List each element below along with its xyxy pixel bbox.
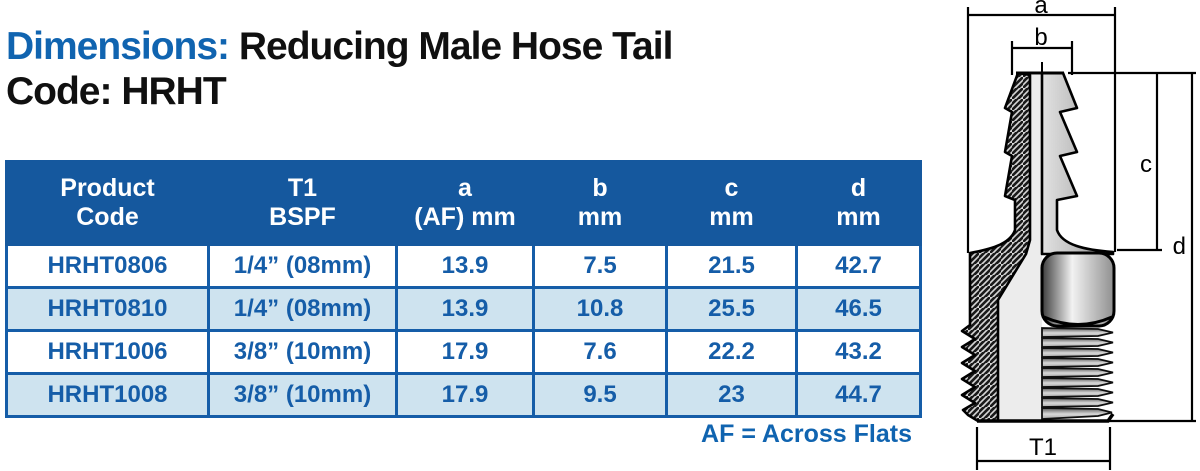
cell-d: 43.2 [795,329,922,375]
cell-product-code: HRHT0806 [5,243,210,289]
col-header-d-mm: d mm [795,160,922,246]
title-product-name: Reducing Male Hose Tail [229,25,674,68]
barbed-tail-external [1040,71,1115,256]
page-title: Dimensions: Reducing Male Hose Tail Code… [6,24,674,114]
col-header-a-af-mm: a (AF) mm [395,160,535,246]
col-header-b-mm: b mm [532,160,668,246]
cell-a: 13.9 [395,243,535,289]
cell-c: 25.5 [665,286,798,332]
cell-product-code: HRHT1008 [5,372,210,418]
cell-b: 7.6 [532,329,668,375]
col-header-t1-bspf: T1 BSPF [207,160,398,246]
cell-t1: 3/8” (10mm) [207,329,398,375]
cell-d: 44.7 [795,372,922,418]
hex-bottom-arc [1043,315,1113,326]
male-thread-bands [1041,327,1114,420]
cell-d: 46.5 [795,286,922,332]
title-code-line: Code: HRHT [6,70,227,113]
dimension-d [1105,73,1196,423]
dimension-c [1117,73,1162,252]
cell-product-code: HRHT1006 [5,329,210,375]
cell-c: 22.2 [665,329,798,375]
hose-tail-part [960,62,1116,423]
hose-tail-technical-drawing: a b c d T1 [960,0,1196,470]
hex-flat [1040,251,1116,328]
dimension-b-label: b [1034,24,1047,51]
cell-a: 17.9 [395,329,535,375]
cell-t1: 3/8” (10mm) [207,372,398,418]
dimension-d-label: d [1173,233,1186,260]
dimensions-table: Product Code T1 BSPF a (AF) mm b mm c mm d mm … [5,160,922,418]
dimension-t1-label: T1 [1029,434,1057,461]
cell-product-code: HRHT0810 [5,286,210,332]
cell-b: 7.5 [532,243,668,289]
cell-b: 9.5 [532,372,668,418]
title-line-1: Dimensions: Reducing Male Hose Tail [6,24,674,69]
af-footnote: AF = Across Flats [701,420,912,448]
col-header-product-code: Product Code [5,160,210,246]
dimension-a [966,7,1117,253]
col-header-c-mm: c mm [665,160,798,246]
dimension-a-label: a [1034,0,1048,19]
sectioned-wall-hatched [960,71,1032,423]
cell-c: 23 [665,372,798,418]
cell-a: 13.9 [395,286,535,332]
table-row: HRHT0806 1/4” (08mm) 13.9 7.5 21.5 42.7 [5,243,922,289]
title-dimensions-label: Dimensions: [6,25,230,68]
cell-a: 17.9 [395,372,535,418]
cell-t1: 1/4” (08mm) [207,286,398,332]
table-row: HRHT1006 3/8” (10mm) 17.9 7.6 22.2 43.2 [5,329,922,375]
dimension-t1 [975,427,1112,470]
dimension-b [1010,41,1074,75]
cell-d: 42.7 [795,243,922,289]
table-header-row: Product Code T1 BSPF a (AF) mm b mm c mm d mm [5,160,922,246]
table-row: HRHT0810 1/4” (08mm) 13.9 10.8 25.5 46.5 [5,286,922,332]
cell-b: 10.8 [532,286,668,332]
cell-c: 21.5 [665,243,798,289]
dimension-c-label: c [1140,151,1152,178]
table-row: HRHT1008 3/8” (10mm) 17.9 9.5 23 44.7 [5,372,922,418]
cell-t1: 1/4” (08mm) [207,243,398,289]
